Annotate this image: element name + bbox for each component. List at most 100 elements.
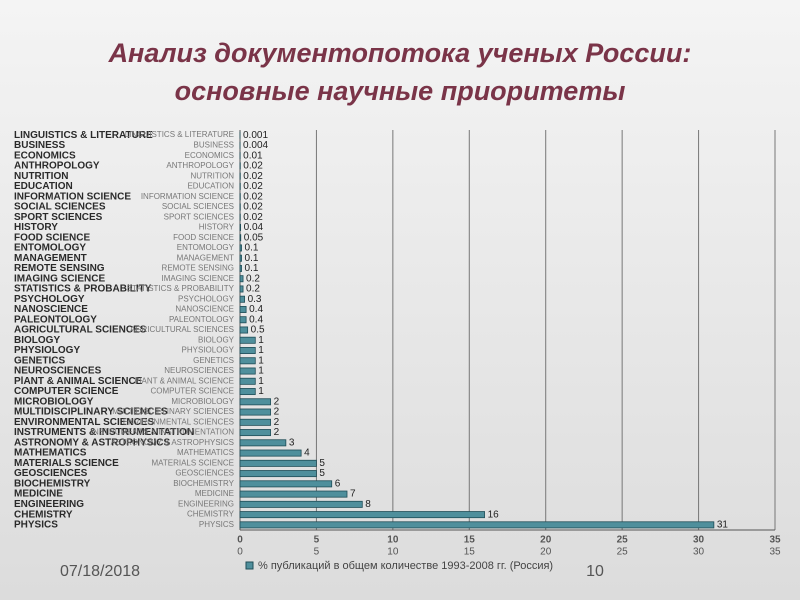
x-tick-label: 20 (540, 547, 552, 558)
value-label: 0.001 (243, 130, 268, 141)
value-label: 0.2 (246, 273, 260, 284)
category-label: INFORMATION SCIENCE (141, 192, 234, 201)
value-label: 7 (350, 489, 356, 500)
x-tick-label: 35 (769, 535, 781, 546)
page-number: 10 (586, 563, 604, 580)
x-tick-label: 20 (540, 535, 552, 546)
x-tick-label: 0 (237, 547, 243, 558)
value-label: 0.05 (244, 232, 264, 243)
category-label: AGRICULTURAL SCIENCES (14, 325, 147, 336)
value-label: 6 (335, 478, 341, 489)
category-label: BUSINESS (14, 140, 65, 151)
category-label: STATISTICS & PROBABILITY (127, 284, 235, 293)
value-label: 0.1 (245, 263, 259, 274)
category-label: EDUCATION (14, 181, 73, 192)
value-label: 0.2 (246, 284, 260, 295)
bar (239, 306, 247, 313)
category-label: GENETICS (14, 355, 65, 366)
bar (239, 275, 244, 283)
bar (239, 429, 271, 437)
value-label: 5 (319, 458, 325, 469)
value-label: 0.004 (243, 140, 268, 151)
legend-swatch (245, 561, 254, 570)
category-label: BIOCHEMISTRY (173, 479, 234, 488)
value-label: 8 (365, 499, 371, 510)
bar (239, 408, 271, 416)
x-tick-label: 30 (693, 535, 705, 546)
category-label: ENTOMOLOGY (14, 243, 86, 254)
category-label: CHEMISTRY (14, 509, 73, 520)
x-tick-label: 5 (314, 535, 320, 546)
value-label: 0.02 (243, 212, 263, 223)
value-label: 1 (258, 335, 264, 346)
bar (239, 264, 242, 272)
x-tick-label: 5 (314, 547, 320, 558)
category-label: FOOD SCIENCE (14, 232, 90, 243)
value-label: 0.1 (245, 243, 259, 254)
category-label: NEUROSCIENCES (14, 366, 102, 377)
category-label: LINGUISTICS & LITERATURE (14, 130, 153, 141)
category-label: PHYSICS (14, 520, 58, 531)
category-label: HISTORY (14, 222, 58, 233)
value-label: 2 (274, 417, 280, 428)
category-label: INSTRUMENTS & INSTRUMENTATION (91, 428, 234, 437)
x-tick-label: 0 (237, 535, 243, 546)
x-tick-label: 30 (693, 547, 705, 558)
category-label: MICROBIOLOGY (14, 396, 94, 407)
category-label: AGRICULTURAL SCIENCES (130, 325, 234, 334)
category-label: SOCIAL SCIENCES (14, 202, 106, 213)
category-label: CHEMISTRY (187, 510, 235, 519)
value-label: 0.02 (243, 171, 263, 182)
value-label: 1 (258, 355, 264, 366)
category-label: MEDICINE (14, 489, 63, 500)
bar (239, 244, 242, 252)
category-label: HISTORY (199, 223, 235, 232)
category-label: IMAGING SCIENCE (14, 273, 105, 284)
category-label: ENVIRONMENTAL SCIENCES (14, 417, 155, 428)
bar (239, 480, 333, 488)
category-label: BIOLOGY (198, 335, 235, 344)
category-label: PALEONTOLOGY (14, 314, 97, 325)
date: 07/18/2018 (60, 563, 140, 580)
bar (239, 521, 715, 529)
category-label: GENETICS (193, 356, 234, 365)
bar (239, 377, 256, 385)
bar (239, 347, 256, 354)
category-label: MULTIDISCIPLINARY SCIENCES (112, 407, 234, 416)
category-label: NANOSCIENCE (175, 305, 234, 314)
category-label: MICROBIOLOGY (171, 397, 234, 406)
category-label: SPORT SCIENCES (14, 212, 103, 223)
category-label: GEOSCIENCES (175, 469, 234, 478)
category-label: ASTRONOMY & ASTROPHYSICS (14, 437, 170, 448)
category-label: COMPUTER SCIENCE (150, 387, 234, 396)
bar (239, 357, 256, 365)
category-label: PlANT & ANIMAL SCIENCE (134, 376, 234, 385)
value-label: 0.5 (251, 325, 265, 336)
category-label: ANTHROPOLOGY (14, 161, 100, 172)
bar (239, 439, 287, 447)
category-label: ENGINEERING (14, 499, 84, 510)
category-label: GEOSCIENCES (14, 468, 88, 479)
category-label: ENGINEERING (178, 499, 234, 508)
category-label: PHYSIOLOGY (182, 346, 235, 355)
bar (239, 398, 271, 406)
value-label: 1 (258, 366, 264, 377)
value-label: 0.02 (243, 202, 263, 213)
category-label: MEDICINE (195, 489, 234, 498)
category-label: PALEONTOLOGY (169, 315, 235, 324)
bar (239, 388, 256, 396)
category-label: INFORMATION SCIENCE (14, 191, 131, 202)
bar (239, 500, 363, 508)
category-label: PHYSICS (199, 520, 234, 529)
bar (239, 234, 242, 242)
title-line: основные научные приоритеты (175, 76, 626, 106)
category-label: ECONOMICS (185, 151, 234, 160)
value-label: 2 (274, 396, 280, 407)
bar (239, 316, 247, 324)
bar (239, 459, 317, 467)
value-label: 1 (258, 345, 264, 356)
value-label: 31 (717, 520, 729, 531)
x-tick-label: 25 (617, 547, 629, 558)
bar (239, 336, 256, 344)
